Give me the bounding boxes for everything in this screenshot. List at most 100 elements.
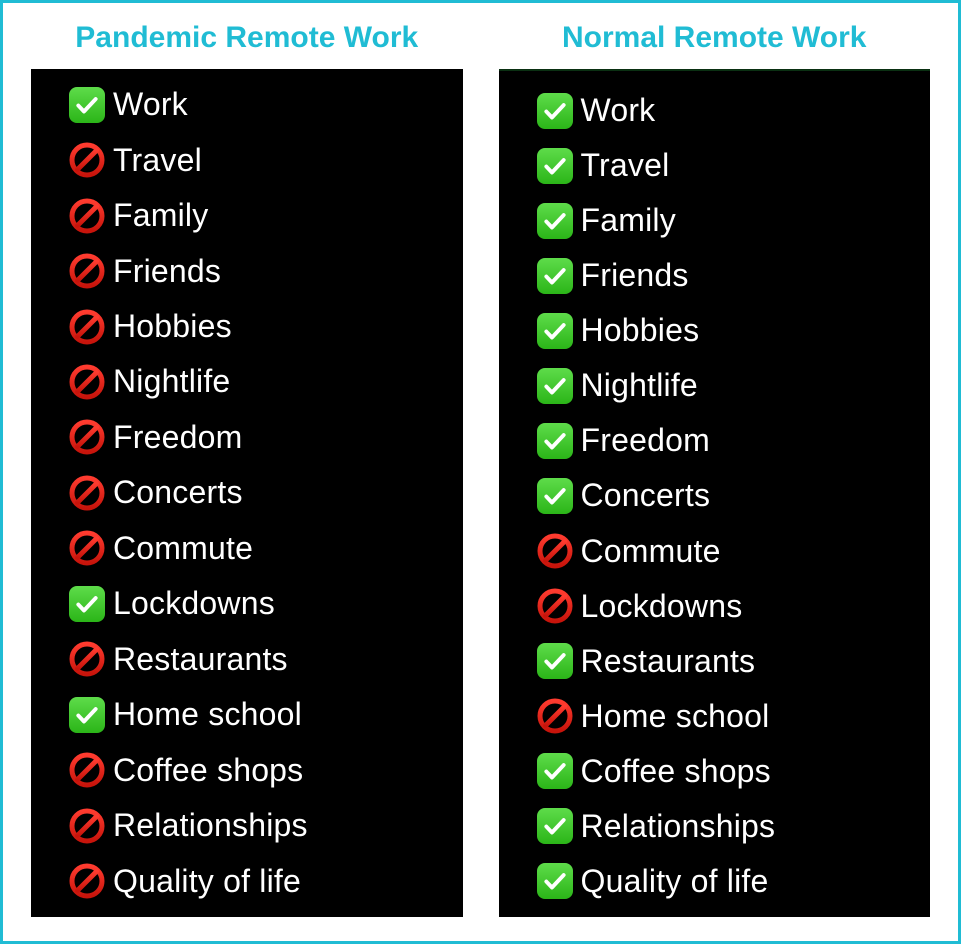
item-label: Nightlife xyxy=(581,367,698,404)
item-label: Nightlife xyxy=(113,363,230,400)
status-icon-box xyxy=(67,861,107,901)
no-entry-icon xyxy=(69,419,105,455)
status-icon-box xyxy=(535,201,575,241)
list-item: Freedom xyxy=(67,411,463,463)
item-label: Lockdowns xyxy=(113,585,275,622)
status-icon-box xyxy=(67,695,107,735)
panel-pandemic: Work Travel Family Friends Hobbies Nightlife F… xyxy=(31,69,463,917)
list-item: Relationships xyxy=(67,800,463,852)
heading-pandemic: Pandemic Remote Work xyxy=(75,21,418,55)
item-label: Freedom xyxy=(113,419,242,456)
list-item: Coffee shops xyxy=(535,745,931,797)
list-item: Concerts xyxy=(67,467,463,519)
check-icon xyxy=(69,586,105,622)
item-label: Relationships xyxy=(113,807,308,844)
item-label: Family xyxy=(113,197,208,234)
status-icon-box xyxy=(67,528,107,568)
list-item: Lockdowns xyxy=(535,580,931,632)
check-icon xyxy=(537,808,573,844)
item-label: Hobbies xyxy=(581,312,700,349)
list-item: Lockdowns xyxy=(67,578,463,630)
column-normal: Normal Remote Work Work Travel Family Frien… xyxy=(499,21,931,917)
check-icon xyxy=(537,753,573,789)
check-icon xyxy=(537,478,573,514)
list-item: Home school xyxy=(67,689,463,741)
status-icon-box xyxy=(67,584,107,624)
item-label: Quality of life xyxy=(113,863,301,900)
check-icon xyxy=(537,368,573,404)
no-entry-icon xyxy=(69,808,105,844)
item-label: Friends xyxy=(581,257,689,294)
list-item: Restaurants xyxy=(535,635,931,687)
no-entry-icon xyxy=(69,253,105,289)
list-item: Relationships xyxy=(535,800,931,852)
item-label: Travel xyxy=(113,142,202,179)
no-entry-icon xyxy=(69,863,105,899)
panel-normal: Work Travel Family Friends Hobbies Nightlife F… xyxy=(499,69,931,917)
list-item: Quality of life xyxy=(67,855,463,907)
no-entry-icon xyxy=(537,698,573,734)
check-icon xyxy=(537,313,573,349)
no-entry-icon xyxy=(69,475,105,511)
no-entry-icon xyxy=(537,533,573,569)
no-entry-icon xyxy=(69,752,105,788)
status-icon-box xyxy=(535,641,575,681)
item-label: Quality of life xyxy=(581,863,769,900)
item-label: Work xyxy=(581,92,656,129)
item-label: Home school xyxy=(113,696,302,733)
list-item: Travel xyxy=(535,140,931,192)
status-icon-box xyxy=(67,473,107,513)
status-icon-box xyxy=(535,861,575,901)
list-item: Work xyxy=(67,79,463,131)
no-entry-icon xyxy=(69,641,105,677)
check-icon xyxy=(537,643,573,679)
item-label: Family xyxy=(581,202,676,239)
item-label: Restaurants xyxy=(581,643,756,680)
check-icon xyxy=(537,148,573,184)
list-item: Nightlife xyxy=(67,356,463,408)
item-label: Lockdowns xyxy=(581,588,743,625)
status-icon-box xyxy=(535,146,575,186)
list-item: Commute xyxy=(67,522,463,574)
check-icon xyxy=(537,423,573,459)
item-label: Hobbies xyxy=(113,308,232,345)
status-icon-box xyxy=(535,806,575,846)
list-item: Quality of life xyxy=(535,855,931,907)
status-icon-box xyxy=(67,750,107,790)
column-pandemic: Pandemic Remote Work Work Travel Family Fri… xyxy=(31,21,463,917)
status-icon-box xyxy=(535,531,575,571)
no-entry-icon xyxy=(69,142,105,178)
status-icon-box xyxy=(535,476,575,516)
status-icon-box xyxy=(535,696,575,736)
check-icon xyxy=(537,258,573,294)
list-item: Freedom xyxy=(535,415,931,467)
status-icon-box xyxy=(67,140,107,180)
item-label: Freedom xyxy=(581,422,710,459)
list-item: Friends xyxy=(535,250,931,302)
item-label: Concerts xyxy=(581,477,711,514)
item-label: Coffee shops xyxy=(113,752,303,789)
item-label: Restaurants xyxy=(113,641,288,678)
status-icon-box xyxy=(535,256,575,296)
no-entry-icon xyxy=(69,530,105,566)
check-icon xyxy=(537,203,573,239)
status-icon-box xyxy=(67,639,107,679)
list-item: Restaurants xyxy=(67,633,463,685)
status-icon-box xyxy=(67,251,107,291)
status-icon-box xyxy=(535,366,575,406)
infographic-frame: Pandemic Remote Work Work Travel Family Fri… xyxy=(0,0,961,944)
heading-normal: Normal Remote Work xyxy=(562,21,867,55)
status-icon-box xyxy=(67,362,107,402)
status-icon-box xyxy=(67,196,107,236)
status-icon-box xyxy=(67,85,107,125)
status-icon-box xyxy=(67,417,107,457)
item-label: Friends xyxy=(113,253,221,290)
list-item: Family xyxy=(67,190,463,242)
item-label: Concerts xyxy=(113,474,243,511)
check-icon xyxy=(69,697,105,733)
list-item: Hobbies xyxy=(535,305,931,357)
no-entry-icon xyxy=(69,198,105,234)
list-item: Family xyxy=(535,195,931,247)
check-icon xyxy=(69,87,105,123)
item-label: Commute xyxy=(581,533,721,570)
